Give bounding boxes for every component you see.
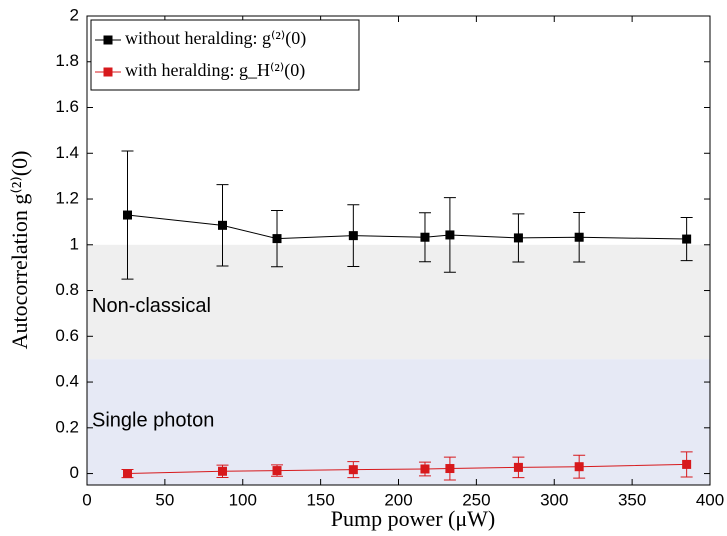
marker bbox=[122, 210, 132, 220]
legend: without heralding: g⁽²⁾(0) with heralding… bbox=[90, 19, 360, 91]
y-tick-label: 0.4 bbox=[55, 372, 79, 391]
marker bbox=[445, 464, 455, 474]
legend-label: with heralding: g_H⁽²⁾(0) bbox=[125, 60, 305, 81]
x-tick-label: 250 bbox=[462, 490, 490, 509]
marker bbox=[122, 469, 132, 479]
legend-marker bbox=[103, 67, 113, 77]
x-tick-label: 200 bbox=[384, 490, 412, 509]
marker bbox=[272, 234, 282, 244]
region-label: Single photon bbox=[92, 409, 214, 431]
x-tick-label: 350 bbox=[618, 490, 646, 509]
marker bbox=[348, 465, 358, 475]
y-tick-label: 1.4 bbox=[55, 143, 79, 162]
x-axis-label: Pump power (μW) bbox=[331, 506, 496, 531]
y-tick-label: 0 bbox=[70, 463, 79, 482]
marker bbox=[513, 233, 523, 243]
x-tick-label: 150 bbox=[306, 490, 334, 509]
x-tick-label: 100 bbox=[229, 490, 257, 509]
x-tick-label: 0 bbox=[82, 490, 91, 509]
y-tick-label: 1.2 bbox=[55, 189, 79, 208]
x-tick-label: 400 bbox=[696, 490, 724, 509]
plot-frame bbox=[86, 15, 711, 486]
y-tick-label: 1.8 bbox=[55, 51, 79, 70]
legend-label: without heralding: g⁽²⁾(0) bbox=[125, 28, 306, 49]
marker bbox=[272, 466, 282, 476]
y-tick-label: 2 bbox=[70, 5, 79, 24]
legend-marker bbox=[103, 35, 113, 45]
y-tick-label: 1.6 bbox=[55, 97, 79, 116]
marker bbox=[420, 232, 430, 242]
y-tick-label: 0.8 bbox=[55, 280, 79, 299]
marker bbox=[574, 462, 584, 472]
legend-box bbox=[90, 19, 360, 91]
x-tick-label: 300 bbox=[540, 490, 568, 509]
marker bbox=[574, 232, 584, 242]
y-tick-label: 1 bbox=[70, 234, 79, 253]
marker bbox=[682, 459, 692, 469]
region-label: Non-classical bbox=[92, 295, 211, 317]
marker bbox=[513, 462, 523, 472]
marker bbox=[348, 231, 358, 241]
region bbox=[87, 359, 710, 485]
marker bbox=[420, 464, 430, 474]
region bbox=[87, 244, 710, 360]
x-tick-label: 50 bbox=[155, 490, 174, 509]
y-tick-label: 0.2 bbox=[55, 417, 79, 436]
marker bbox=[218, 220, 228, 230]
y-tick-label: 0.6 bbox=[55, 326, 79, 345]
marker bbox=[445, 230, 455, 240]
marker bbox=[218, 466, 228, 476]
y-axis-label: Autocorrelation g⁽²⁾(0) bbox=[7, 151, 32, 350]
series-line bbox=[127, 214, 687, 240]
marker bbox=[682, 234, 692, 244]
